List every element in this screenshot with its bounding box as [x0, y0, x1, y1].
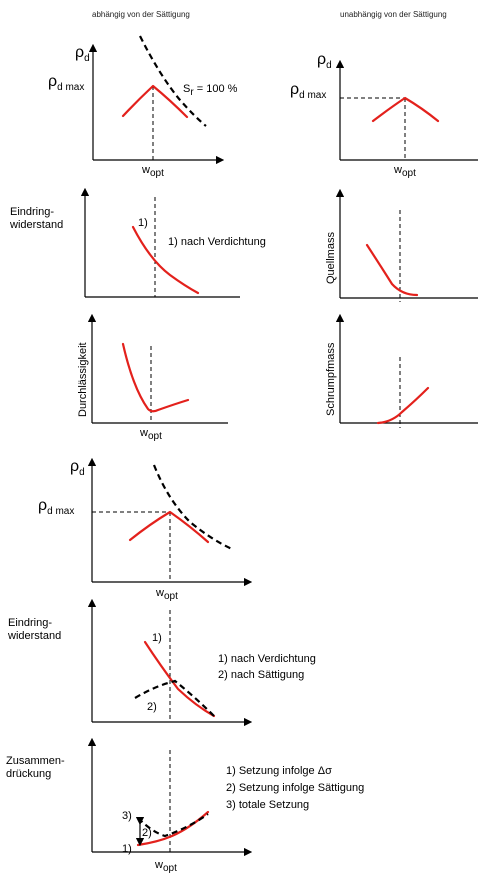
panel-density-dependent: ρd ρd max Sr = 100 % wopt: [48, 35, 238, 179]
quellmass-label: Quellmass: [325, 232, 337, 284]
sr-label: Sr = 100 %: [183, 83, 238, 98]
legend-line-2: 2) Setzung infolge Sättigung: [226, 782, 364, 794]
saturation-penetration-curve: [134, 679, 215, 717]
compaction-penetration-curve: [143, 640, 216, 718]
eindring-label-1: Eindring-: [8, 617, 52, 629]
penetration-curve: [131, 225, 200, 295]
marker-2: 2): [142, 827, 152, 839]
panel-compression: Zusammen- drückung 3) 2) 1) 1) Setzung i…: [6, 737, 364, 874]
w-opt-label: wopt: [393, 164, 416, 179]
eindring-label-2: widerstand: [7, 630, 61, 642]
rho-d-label: ρd: [70, 458, 85, 478]
legend-line-1: 1) Setzung infolge Δσ: [226, 765, 332, 777]
compaction-curve: [128, 510, 210, 544]
panel-permeability: Durchlässigkeit wopt: [77, 313, 228, 442]
zusammen-label-1: Zusammen-: [6, 755, 65, 767]
legend-line-3: 3) totale Setzung: [226, 799, 309, 811]
panel-swelling: Quellmass: [325, 188, 478, 302]
zusammen-label-2: drückung: [6, 768, 51, 780]
w-opt-label: wopt: [139, 427, 162, 442]
rho-d-label: ρd: [317, 51, 332, 71]
setzung-delta-sigma-curve: [136, 810, 210, 847]
panel-penetration-large: Eindring- widerstand 1) 2) 1) nach Verdi…: [7, 598, 316, 727]
legend-line-2: 2) nach Sättigung: [218, 669, 304, 681]
panel-shrinkage: Schrumpfmass: [325, 313, 478, 428]
header-left: abhängig von der Sättigung: [92, 10, 190, 19]
shrinkage-curve: [376, 386, 430, 425]
header-right: unabhängig von der Sättigung: [340, 10, 447, 19]
marker-2: 2): [147, 701, 157, 713]
compaction-curve: [371, 96, 440, 123]
marker-3: 3): [122, 810, 132, 822]
legend-text: 1) nach Verdichtung: [168, 236, 266, 248]
panel-penetration-small: Eindring- widerstand 1) 1) nach Verdicht…: [9, 187, 266, 298]
w-opt-label: wopt: [154, 859, 177, 874]
compaction-curve: [121, 84, 189, 119]
saturation-line: [152, 464, 233, 551]
panel-density-independent: ρd ρd max wopt: [290, 51, 478, 179]
rho-d-max-label: ρd max: [48, 73, 84, 93]
totale-setzung-curve: [137, 813, 209, 838]
permeability-curve: [121, 342, 190, 413]
saturation-line: [139, 35, 207, 127]
durchlaessigkeit-label: Durchlässigkeit: [77, 342, 89, 417]
marker-1: 1): [152, 632, 162, 644]
schrumpfmass-label: Schrumpfmass: [325, 342, 337, 416]
rho-d-max-label: ρd max: [38, 497, 74, 517]
marker-1: 1): [138, 217, 148, 229]
rho-d-label: ρd: [75, 44, 90, 64]
eindring-label-1: Eindring-: [10, 206, 54, 218]
legend-line-1: 1) nach Verdichtung: [218, 653, 316, 665]
panel-density-large: ρd ρd max wopt: [38, 457, 253, 602]
w-opt-label: wopt: [141, 164, 164, 179]
w-opt-label: wopt: [155, 587, 178, 602]
swelling-curve: [365, 243, 419, 297]
rho-d-max-label: ρd max: [290, 81, 326, 101]
eindring-label-2: widerstand: [9, 219, 63, 231]
marker-1: 1): [122, 843, 132, 855]
